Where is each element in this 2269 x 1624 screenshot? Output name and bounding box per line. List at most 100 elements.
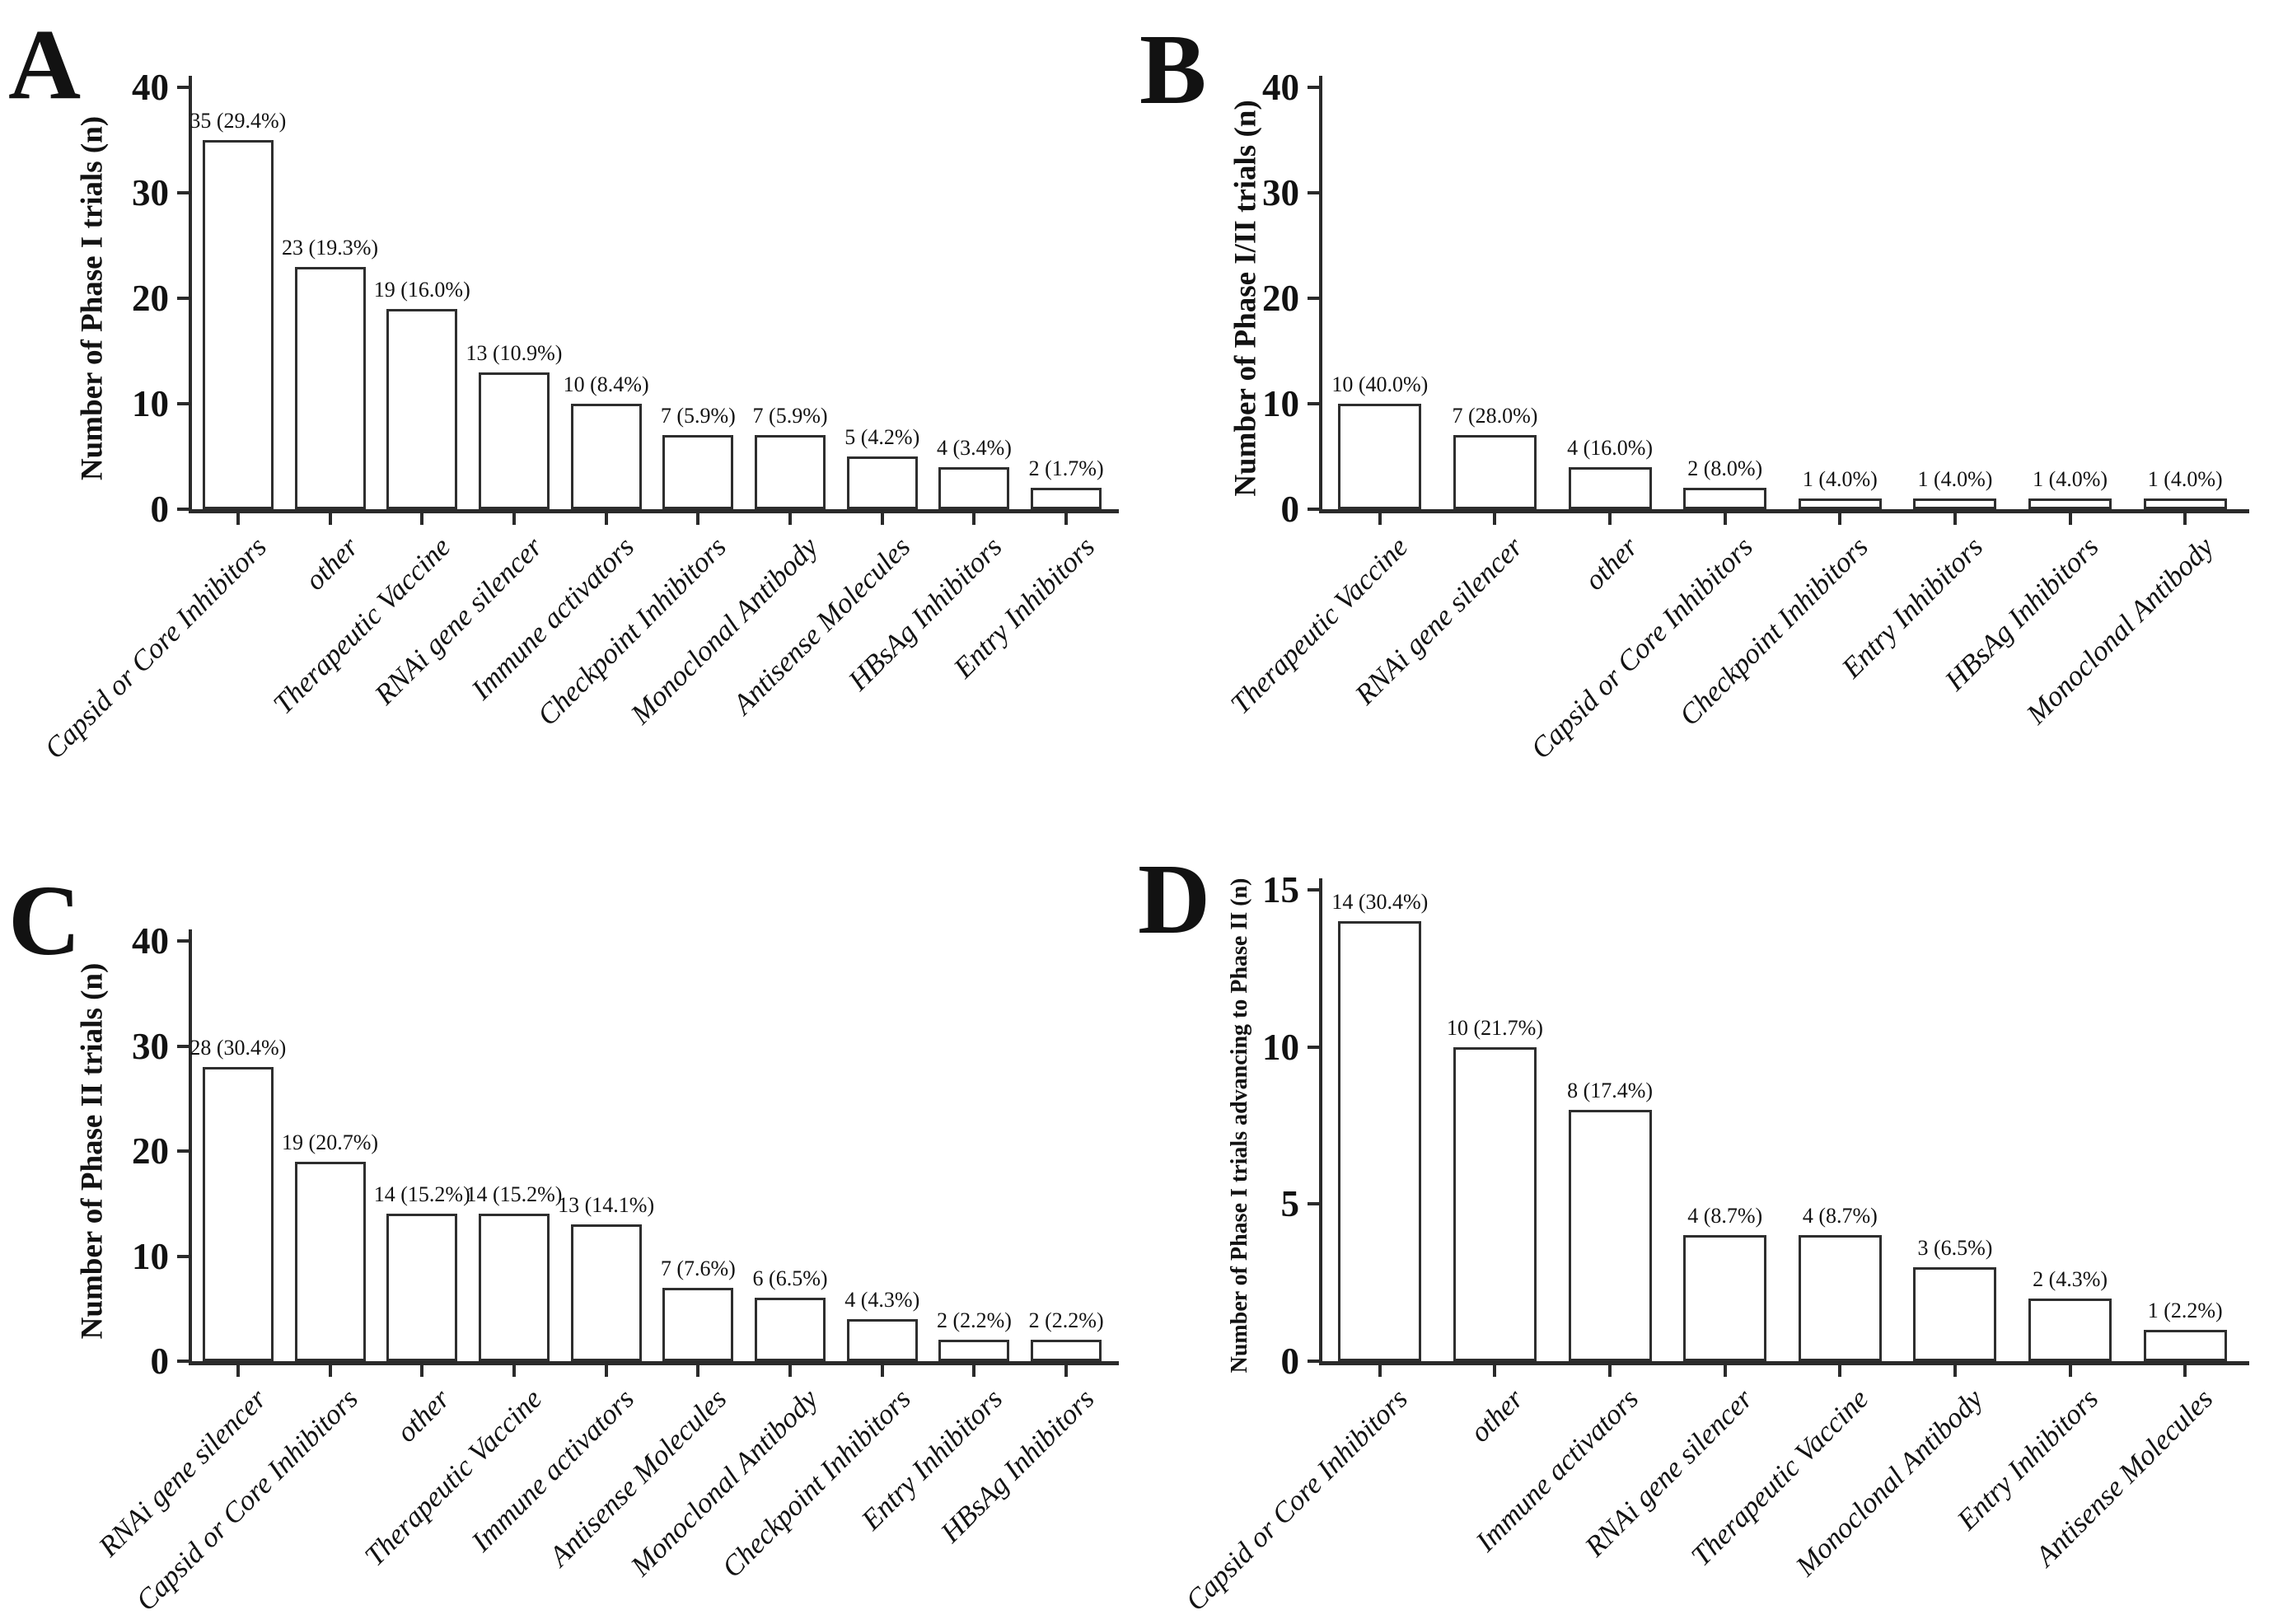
bar-value-label: 1 (4.0%) [1917,467,1993,491]
bar [1799,498,1882,509]
panel-b: B Number of Phase I/II trials (n) 0 10 20 30 4… [1134,0,2269,812]
y-axis-line [1319,76,1322,509]
bar [938,467,1009,509]
x-tick-mark [880,1365,884,1377]
x-tick-mark [1064,513,1069,525]
bar-value-label: 14 (15.2%) [465,1182,563,1206]
bar-value-label: 8 (17.4%) [1567,1079,1654,1102]
bar [1338,921,1421,1361]
y-tick-mark [1308,191,1319,194]
y-tick-label: 20 [1262,278,1299,319]
y-tick-mark [1308,1202,1319,1206]
x-axis-line [189,509,1119,513]
bar-value-label: 7 (5.9%) [660,404,736,428]
bar-value-label: 14 (30.4%) [1331,890,1429,914]
bar [1031,1340,1102,1361]
bar-value-label: 7 (7.6%) [660,1257,736,1280]
x-tick-label: Antisense Molecules [542,1383,732,1573]
y-axis-line [189,76,192,509]
x-tick-mark [512,1365,516,1377]
bar [571,404,642,509]
bar [2028,1299,2112,1361]
bar [847,1319,918,1361]
bar-value-label: 10 (40.0%) [1331,372,1429,396]
x-tick-label: RNAi gene silencer [367,531,549,711]
y-tick-label: 0 [1280,1341,1300,1382]
bar [662,435,733,509]
y-tick-label: 40 [132,67,169,108]
y-tick-label: 10 [1262,383,1299,424]
x-tick-mark [1378,513,1382,525]
bar [755,435,826,509]
x-tick-label: Checkpoint Inhibitors [1673,531,1874,732]
bar-value-label: 14 (15.2%) [373,1182,470,1206]
y-tick-mark [1308,297,1319,300]
y-tick-label: 0 [150,1341,170,1382]
bar [295,267,366,509]
y-tick-label: 10 [132,383,169,424]
bar-value-label: 13 (10.9%) [465,341,563,365]
x-tick-label: Monoclonal Antibody [2019,531,2220,731]
bar [571,1224,642,1361]
x-tick-mark [1723,1365,1727,1377]
y-tick-mark [177,86,189,89]
x-tick-mark [328,513,332,525]
bar [1683,488,1766,509]
panel-letter-a: A [8,9,82,120]
x-tick-mark [1838,1365,1842,1377]
panel-d: D Number of Phase I trials advancing to P… [1134,812,2269,1624]
x-tick-mark [2068,1365,2072,1377]
x-tick-mark [604,1365,608,1377]
bar [1453,435,1537,509]
x-tick-label: other [391,1383,456,1448]
panel-a: A Number of Phase I trials (n) 0 10 20 30 40 35… [0,0,1134,812]
bar [203,140,274,509]
bar-value-label: 4 (3.4%) [936,436,1012,460]
x-tick-label: Monoclonal Antibody [1789,1383,1990,1583]
x-tick-mark [512,513,516,525]
bar [1683,1235,1766,1361]
bar [1338,404,1421,509]
x-tick-mark [1953,1365,1957,1377]
bar [662,1288,733,1361]
bar [847,456,918,509]
bar [386,309,457,509]
x-tick-mark [1838,513,1842,525]
x-tick-mark [1608,1365,1612,1377]
x-tick-label: Therapeutic Vaccine [358,1383,549,1573]
bar-value-label: 35 (29.4%) [189,109,287,133]
bar-value-label: 19 (16.0%) [373,278,470,302]
x-tick-mark [420,513,424,525]
bar-value-label: 13 (14.1%) [558,1193,655,1217]
y-tick-mark [177,1360,189,1363]
x-tick-mark [972,1365,976,1377]
bar-value-label: 1 (2.2%) [2147,1299,2223,1322]
x-tick-mark [236,1365,240,1377]
y-tick-label: 20 [132,278,169,319]
bar [479,1214,550,1361]
y-tick-label: 20 [132,1130,169,1172]
y-tick-label: 15 [1262,869,1299,910]
bar [1031,488,1102,509]
x-tick-label: Capsid or Core Inhibitors [1524,531,1760,765]
y-axis-line [189,929,192,1361]
y-tick-mark [177,1149,189,1153]
x-tick-label: Capsid or Core Inhibitors [37,531,273,765]
bar-value-label: 3 (6.5%) [1917,1236,1993,1260]
panel-letter-b: B [1139,14,1207,125]
bar [1913,498,1996,509]
y-tick-label: 10 [132,1235,169,1277]
bar [2144,498,2227,509]
y-tick-mark [1308,508,1319,511]
y-axis-label: Number of Phase I trials advancing to Ph… [1227,878,1252,1374]
bar [479,372,550,509]
y-tick-mark [177,1254,189,1258]
y-tick-mark [1308,888,1319,892]
y-tick-mark [177,297,189,300]
bar-value-label: 4 (8.7%) [1687,1204,1763,1228]
bar-value-label: 10 (8.4%) [563,372,649,396]
bar-value-label: 2 (4.3%) [2033,1267,2108,1291]
y-axis-label: Number of Phase I/II trials (n) [1228,100,1263,497]
bar-value-label: 10 (21.7%) [1446,1016,1543,1040]
